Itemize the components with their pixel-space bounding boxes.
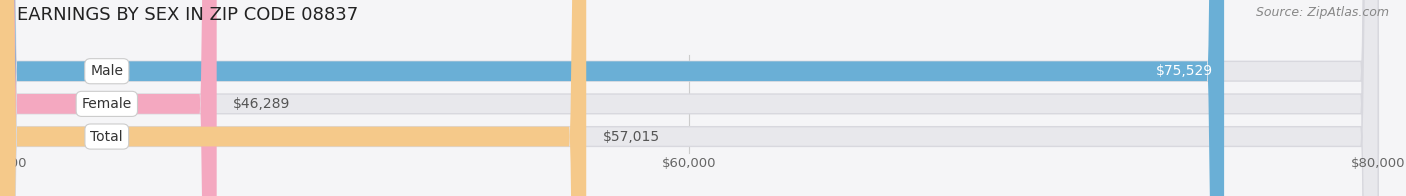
- Text: $75,529: $75,529: [1156, 64, 1213, 78]
- Text: $46,289: $46,289: [233, 97, 291, 111]
- Text: Source: ZipAtlas.com: Source: ZipAtlas.com: [1256, 6, 1389, 19]
- Text: Male: Male: [90, 64, 124, 78]
- FancyBboxPatch shape: [0, 0, 217, 196]
- Text: Female: Female: [82, 97, 132, 111]
- FancyBboxPatch shape: [0, 0, 1225, 196]
- Text: Total: Total: [90, 130, 124, 143]
- FancyBboxPatch shape: [0, 0, 586, 196]
- Text: $57,015: $57,015: [603, 130, 659, 143]
- Text: EARNINGS BY SEX IN ZIP CODE 08837: EARNINGS BY SEX IN ZIP CODE 08837: [17, 6, 359, 24]
